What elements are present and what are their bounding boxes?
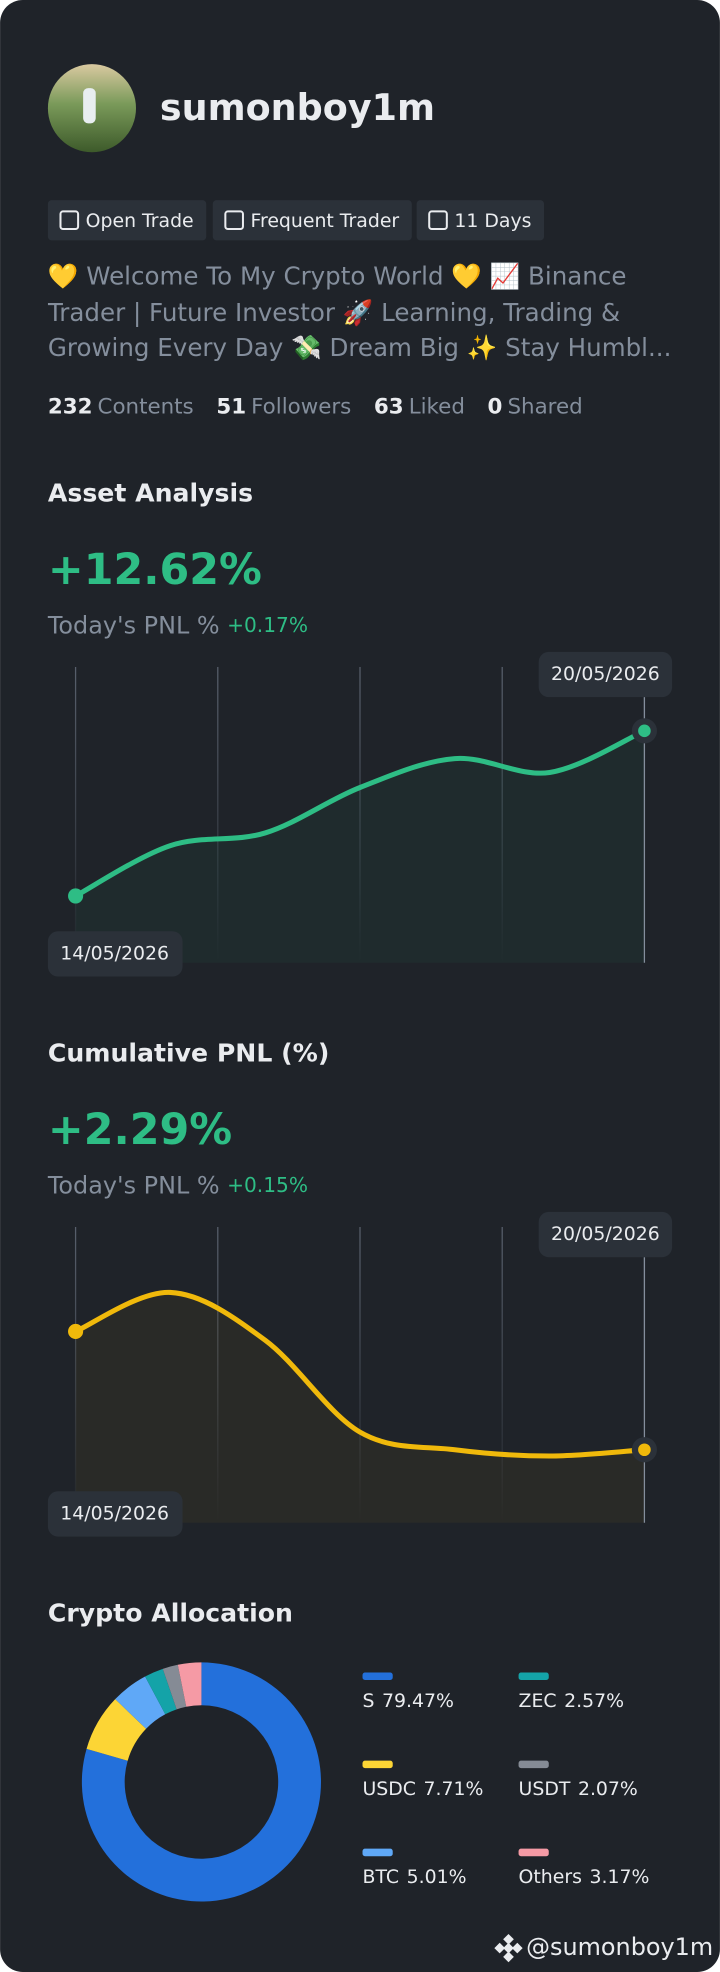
legend-swatch [518,1672,549,1681]
section-title: Cumulative PNL (%) [48,1039,329,1068]
tag-label: 11 Days [454,210,531,232]
stat-value: 63 [374,395,404,420]
legend-swatch [362,1848,393,1857]
tag-icon [59,210,80,231]
area [75,1292,645,1523]
pnl-change: +0.15% [227,1173,308,1197]
grid-line [74,666,77,963]
end-dot [638,1443,651,1457]
donut-slice [81,1662,321,1902]
grid-line [217,1226,219,1523]
legend-value: 7.71% [424,1778,484,1800]
tag[interactable] [212,200,412,241]
section-title: Crypto Allocation [48,1599,293,1628]
line [73,1289,647,1459]
avatar-figure [83,88,96,124]
section-title: Asset Analysis [48,479,253,508]
grid-line [501,1226,503,1523]
pnl-label: Today's PNL % [47,612,220,640]
donut-slice [162,1664,187,1710]
legend-name: USDC [363,1778,416,1800]
donut-slice [177,1662,202,1707]
grid-line [74,1226,77,1523]
legend-swatch [362,1760,393,1769]
date-tooltip [47,1491,183,1537]
username: sumonboy1m [160,86,435,129]
stat-value: 232 [48,395,93,420]
stat-label: Followers [251,395,351,420]
tag-label: Frequent Trader [251,210,400,232]
legend-value: 2.57% [564,1690,624,1712]
start-dot [68,1323,84,1339]
stat-value: 51 [216,395,246,420]
start-date: 14/05/2026 [60,942,169,964]
legend-value: 79.47% [382,1690,454,1712]
line [73,728,647,899]
donut-slice [86,1699,147,1761]
date-tooltip [47,931,183,977]
legend-name: ZEC [519,1690,557,1712]
legend-name: USDT [519,1778,571,1800]
date-tooltip [538,1211,673,1258]
footer-handle: @sumonboy1m [526,1933,713,1961]
legend-swatch [518,1760,549,1769]
grid-line [359,1226,361,1523]
grid-line [359,666,361,963]
bio-text: 💛 Welcome To My Crypto World 💛 📈 Binance… [47,261,672,363]
donut-slice [145,1668,177,1715]
tag[interactable] [416,200,545,241]
tag-icon [224,210,244,231]
pnl-change: +0.17% [227,613,308,637]
legend-swatch [518,1848,549,1857]
headline-value: +12.62% [48,545,262,595]
tag[interactable] [47,200,207,241]
start-dot [68,888,84,904]
bio: 💛 Welcome To My Crypto World 💛 📈 Binance… [47,261,672,363]
tag-label: Open Trade [86,210,194,232]
end-date: 20/05/2026 [551,1223,660,1245]
area [75,730,645,963]
legend-name: Others [519,1866,582,1888]
stat-label: Liked [409,395,465,420]
date-tooltip [538,651,673,698]
grid-line [501,666,503,963]
legend-value: 3.17% [589,1866,649,1888]
tag-icon [428,210,448,231]
pnl-label: Today's PNL % [47,1172,220,1200]
grid-line [217,666,219,963]
legend-name: BTC [363,1866,400,1888]
end-date: 20/05/2026 [551,663,660,685]
legend-value: 2.07% [578,1778,638,1800]
end-dot [638,724,651,738]
stat-label: Shared [507,395,582,420]
donut-slice [115,1676,166,1729]
headline-value: +2.29% [48,1105,232,1155]
legend-name: S [363,1690,375,1712]
legend-swatch [362,1672,393,1681]
stat-value: 0 [488,395,503,420]
stat-label: Contents [98,395,194,420]
start-date: 14/05/2026 [60,1502,169,1524]
legend-value: 5.01% [407,1866,467,1888]
